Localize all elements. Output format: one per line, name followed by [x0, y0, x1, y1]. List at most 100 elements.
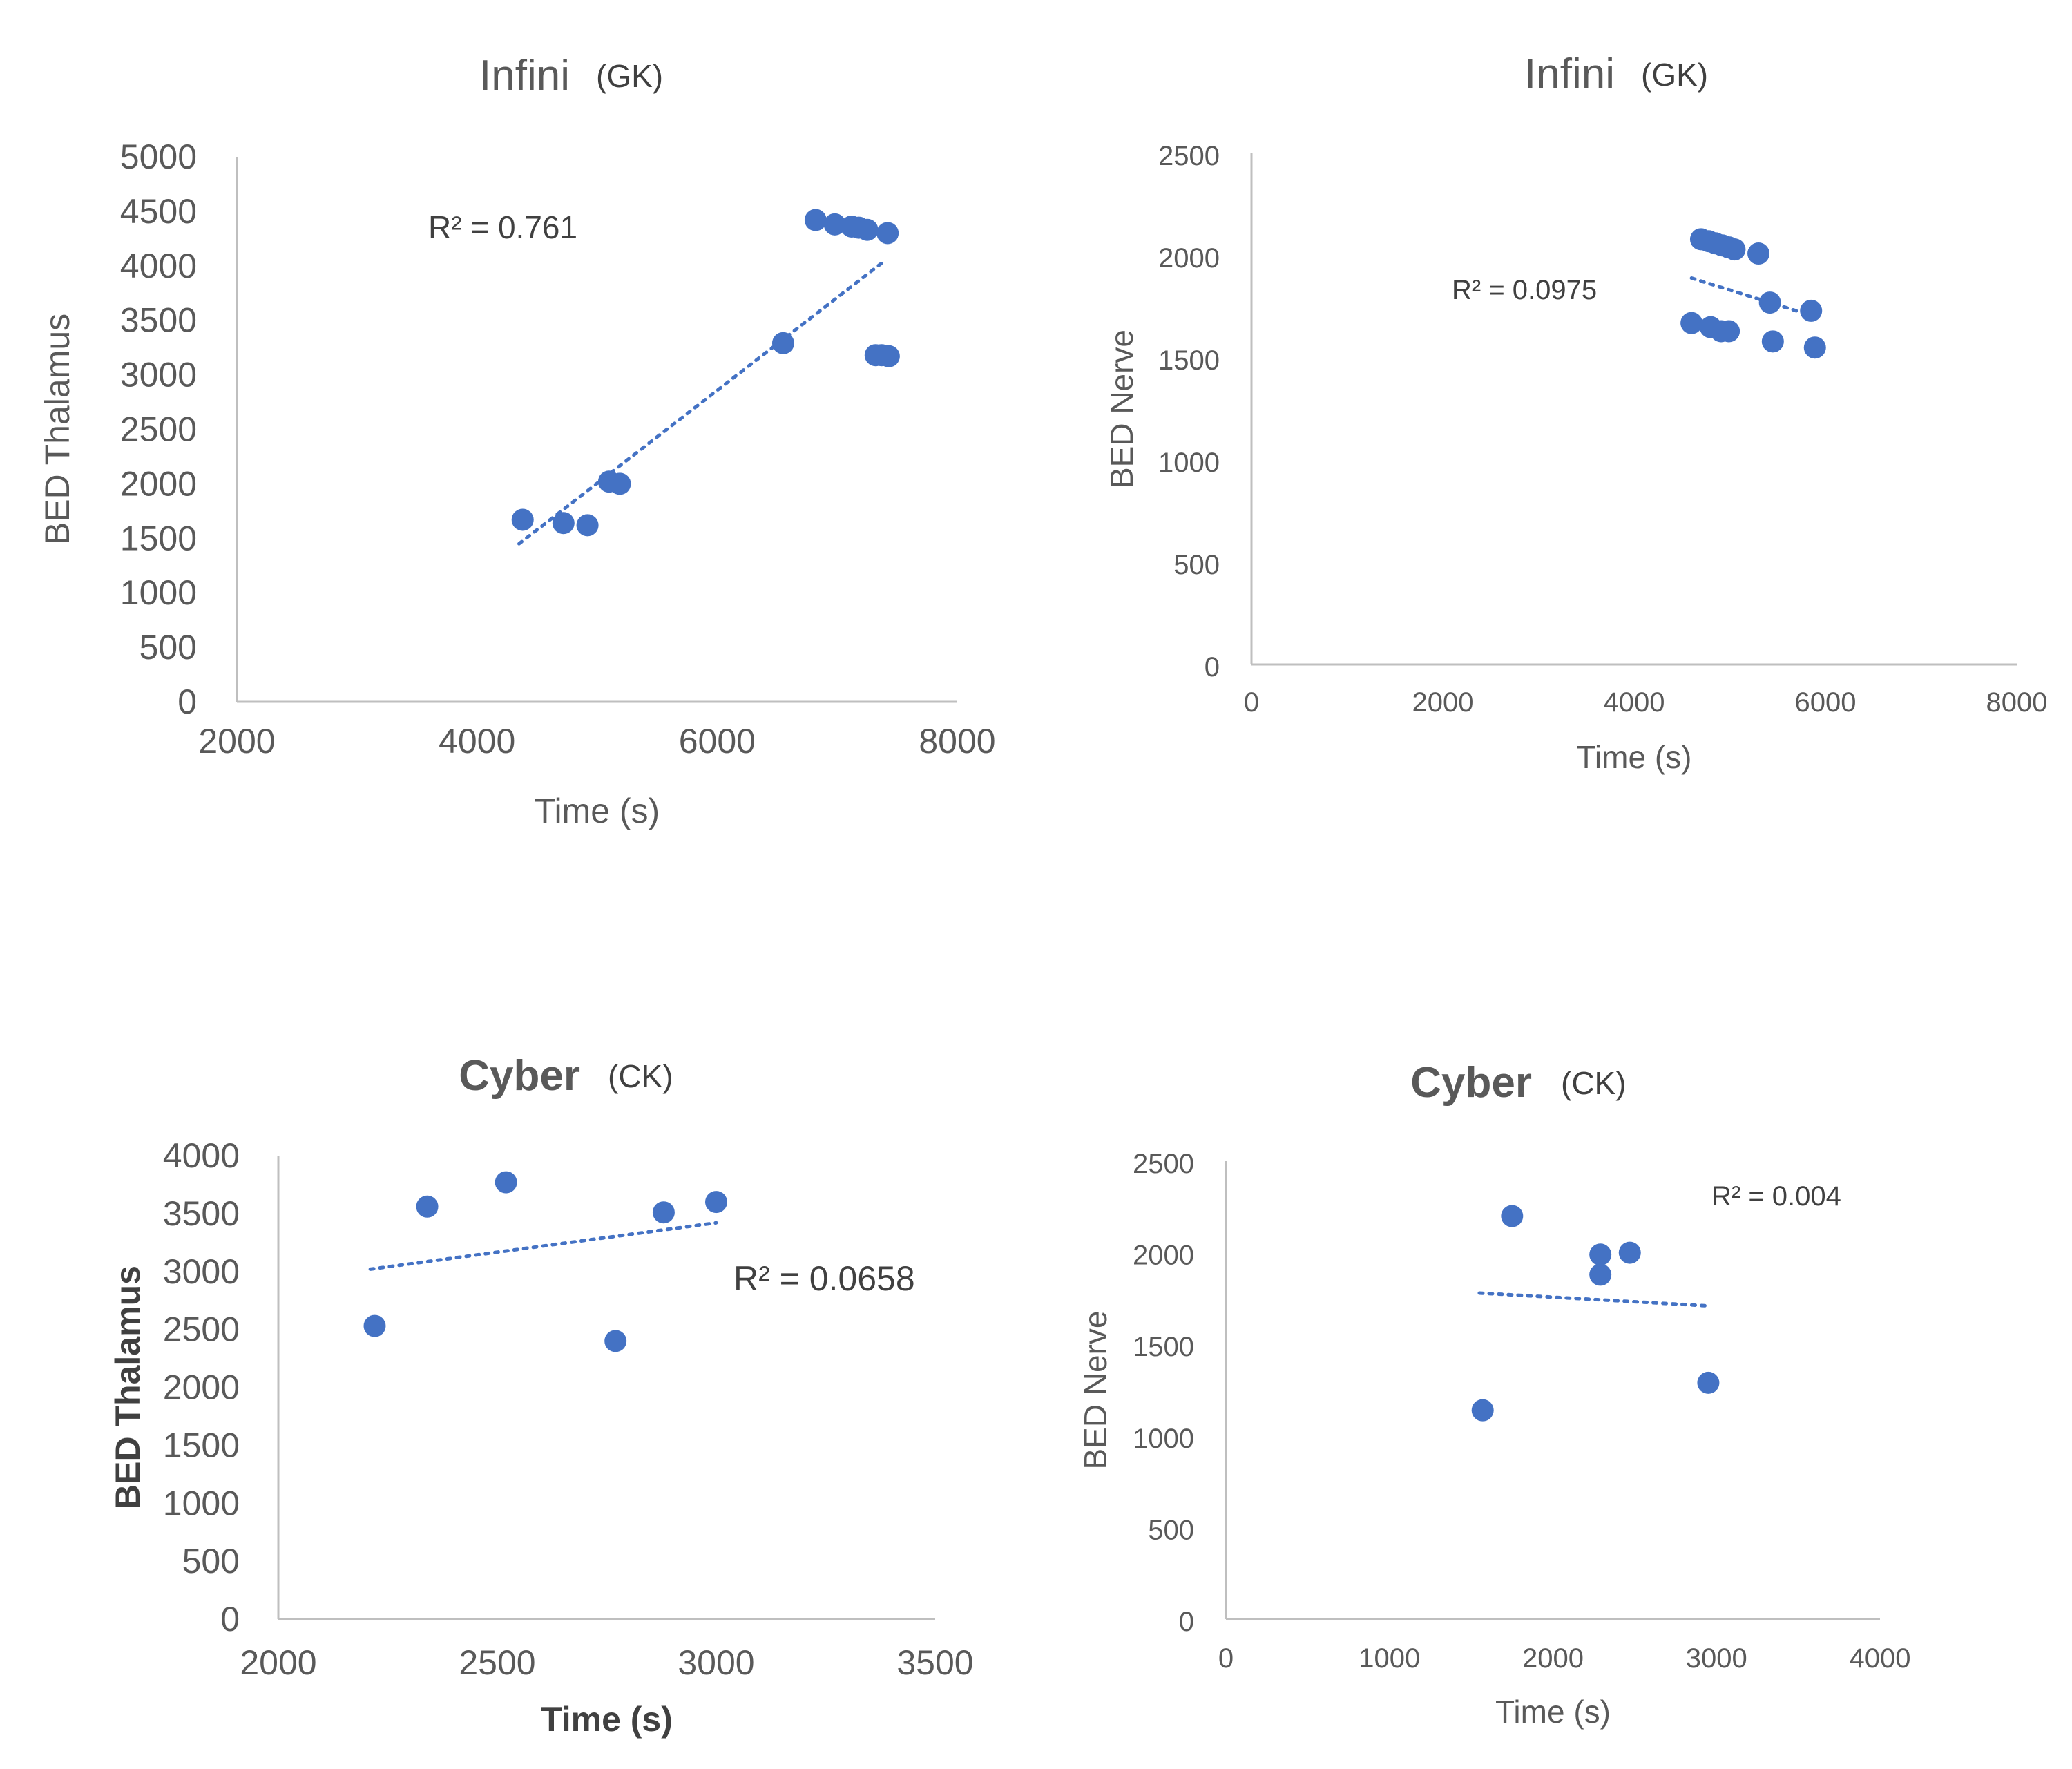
data-point	[1680, 312, 1703, 334]
y-tick-label: 2500	[1133, 1149, 1194, 1179]
data-point	[604, 1330, 627, 1352]
chart-title: Cyber	[459, 1052, 580, 1100]
y-tick-label: 500	[140, 628, 197, 667]
y-tick-label: 4000	[120, 247, 197, 285]
y-tick-label: 4000	[163, 1136, 240, 1175]
x-tick-label: 2000	[198, 722, 275, 761]
x-tick-label: 1000	[1359, 1643, 1420, 1674]
y-tick-label: 3000	[163, 1252, 240, 1291]
data-point	[1800, 299, 1823, 322]
y-tick-label: 2500	[1158, 141, 1220, 171]
y-tick-label: 2500	[163, 1310, 240, 1349]
y-tick-label: 1500	[163, 1426, 240, 1464]
trendline	[368, 1221, 718, 1271]
data-point	[608, 472, 631, 495]
chart-3: Cyber (CK) 0 500 1000 1500 2000 2500 3000 3500 400…	[108, 1052, 974, 1739]
data-point	[416, 1195, 439, 1218]
y-tick-label: 2000	[120, 464, 197, 503]
data-point	[652, 1201, 675, 1224]
x-tick-label: 6000	[1795, 687, 1857, 718]
y-tick-label: 2000	[163, 1368, 240, 1407]
data-point	[1471, 1399, 1494, 1422]
chart-2: Infini (GK) 0 500 1000 1500 2000 2500 0 2000 4000 6…	[1104, 50, 2047, 775]
y-tick-label: 500	[182, 1542, 240, 1580]
data-point	[877, 345, 900, 367]
y-tick-label: 1000	[120, 573, 197, 612]
data-point	[771, 332, 794, 354]
x-tick-label: 0	[1244, 687, 1259, 718]
y-axis-label: BED Thalamus	[108, 1265, 147, 1509]
data-point	[1723, 238, 1746, 261]
chart-subtitle: (CK)	[1561, 1065, 1627, 1101]
chart-4: Cyber (CK) 0 500 1000 1500 2000 2500 0 1000 2000 30…	[1077, 1059, 1910, 1730]
data-point	[1697, 1371, 1720, 1394]
y-tick-label: 3000	[120, 356, 197, 394]
data-point	[1803, 336, 1826, 359]
y-tick-label: 1000	[163, 1484, 240, 1522]
data-point	[1761, 330, 1784, 353]
x-tick-label: 3000	[1686, 1643, 1747, 1674]
y-tick-label: 1000	[1133, 1424, 1194, 1454]
trendline	[517, 258, 888, 546]
y-tick-label: 0	[178, 682, 197, 721]
y-tick-label: 5000	[120, 137, 197, 176]
y-tick-label: 2000	[1158, 243, 1220, 274]
x-axis-label: Time (s)	[1495, 1694, 1611, 1730]
x-tick-label: 4000	[1604, 687, 1665, 718]
x-tick-label: 2000	[1412, 687, 1474, 718]
data-point	[495, 1171, 517, 1194]
y-tick-label: 500	[1148, 1515, 1194, 1545]
y-tick-label: 3500	[120, 301, 197, 340]
x-tick-label: 3500	[896, 1643, 973, 1682]
r-squared-annotation: R² = 0.0658	[733, 1259, 915, 1298]
data-point	[511, 508, 534, 531]
x-tick-label: 0	[1218, 1643, 1234, 1674]
y-tick-label: 0	[220, 1600, 240, 1638]
data-point	[856, 218, 879, 241]
r-squared-annotation: R² = 0.004	[1711, 1181, 1841, 1212]
chart-title: Infini	[1524, 50, 1615, 98]
data-point	[1718, 320, 1740, 343]
data-point	[1501, 1205, 1524, 1227]
y-tick-label: 1000	[1158, 448, 1220, 478]
x-tick-label: 3000	[678, 1643, 754, 1682]
data-point	[705, 1191, 727, 1214]
data-point	[1589, 1243, 1612, 1266]
y-tick-label: 0	[1179, 1607, 1194, 1637]
data-point	[876, 222, 899, 245]
r-squared-annotation: R² = 0.0975	[1452, 275, 1597, 305]
x-axis-label: Time (s)	[541, 1700, 673, 1739]
y-axis-label: BED Nerve	[1077, 1310, 1113, 1469]
y-tick-label: 4500	[120, 192, 197, 231]
y-axis-label: BED Nerve	[1104, 329, 1140, 488]
data-point	[363, 1314, 386, 1337]
chart-subtitle: (CK)	[608, 1058, 673, 1094]
y-tick-label: 0	[1205, 652, 1220, 682]
data-point	[1618, 1241, 1641, 1264]
data-point	[804, 209, 827, 231]
data-point	[1747, 242, 1770, 265]
data-point	[576, 514, 599, 537]
data-point	[823, 213, 846, 236]
data-point	[552, 512, 575, 535]
r-squared-annotation: R² = 0.761	[428, 209, 577, 245]
x-tick-label: 4000	[1850, 1643, 1911, 1674]
x-tick-label: 2500	[459, 1643, 535, 1682]
x-tick-label: 8000	[1986, 687, 2048, 718]
x-tick-label: 2000	[1522, 1643, 1584, 1674]
x-axis-label: Time (s)	[1577, 739, 1692, 775]
y-tick-label: 2000	[1133, 1241, 1194, 1271]
x-tick-label: 6000	[679, 722, 756, 761]
y-tick-label: 1500	[120, 519, 197, 557]
data-point	[1758, 291, 1781, 314]
x-axis-label: Time (s)	[535, 792, 660, 830]
trendline	[1477, 1291, 1710, 1308]
trendline	[1689, 276, 1818, 319]
x-tick-label: 4000	[439, 722, 515, 761]
chart-title: Infini	[479, 52, 570, 99]
chart-subtitle: (GK)	[1641, 57, 1708, 93]
y-tick-label: 500	[1173, 550, 1220, 580]
y-axis-label: BED Thalamus	[38, 314, 77, 545]
data-point	[1589, 1263, 1612, 1286]
